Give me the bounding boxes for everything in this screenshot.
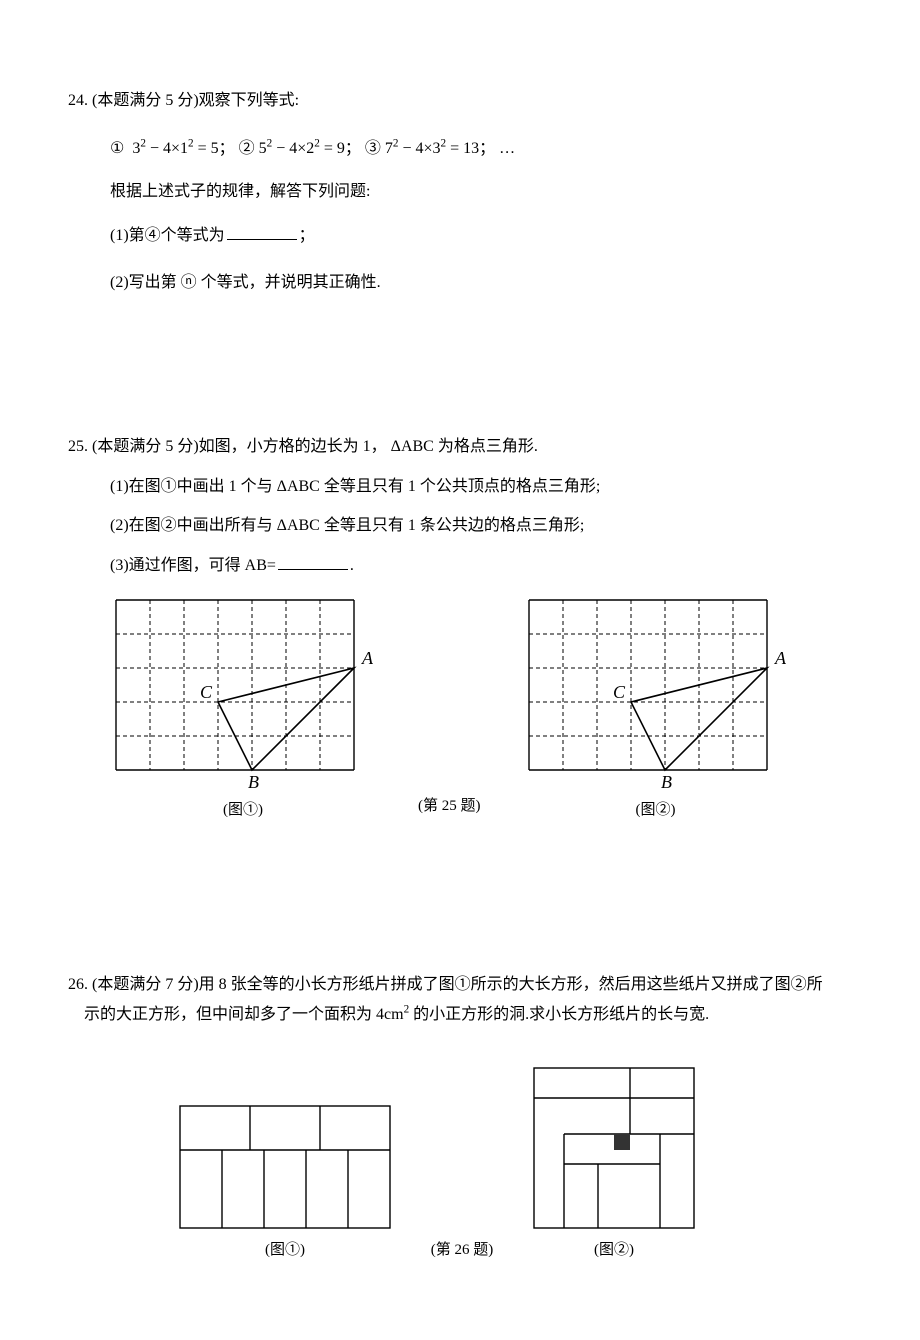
q25-part1: (1)在图①中画出 1 个与 ΔABC 全等且只有 1 个公共顶点的格点三角形; bbox=[68, 474, 860, 500]
q25-number: 25. bbox=[68, 438, 88, 455]
q26-header: 26. (本题满分 7 分)用 8 张全等的小长方形纸片拼成了图①所示的大长方形… bbox=[68, 970, 860, 1029]
q26-cap-left: (图①) bbox=[178, 1238, 392, 1262]
q24-number: 24. bbox=[68, 92, 88, 109]
q25-part3: (3)通过作图，可得 AB=. bbox=[68, 553, 860, 579]
q25-part3-before: (3)通过作图，可得 AB= bbox=[110, 557, 276, 574]
grid-triangle-svg-1: A B C bbox=[108, 592, 378, 792]
q26-captions: (图①) (第 26 题) (图②) bbox=[68, 1238, 860, 1262]
q26-fig2-col bbox=[532, 1066, 696, 1230]
q26-fig1-col bbox=[178, 1104, 392, 1230]
q25-caption-left: (图①) bbox=[223, 798, 263, 822]
q24-part1: (1)第④个等式为 ； bbox=[68, 223, 860, 249]
q25-caption-right: (图②) bbox=[636, 798, 676, 822]
q26-cap-mid: (第 26 题) bbox=[392, 1238, 532, 1262]
q24-rule: 根据上述式子的规律，解答下列问题: bbox=[68, 179, 860, 205]
q24-header-text: (本题满分 5 分)观察下列等式: bbox=[92, 92, 299, 109]
svg-text:A: A bbox=[361, 648, 374, 668]
q24-part1-before: (1)第④个等式为 bbox=[110, 227, 225, 244]
q26-fig1 bbox=[178, 1104, 392, 1230]
grid-triangle-svg-2: A B C bbox=[521, 592, 791, 792]
q24-part2: (2)写出第 ⓝ 个等式，并说明其正确性. bbox=[68, 270, 860, 296]
q25-figures: A B C (图①) (第 25 题) A B C (图②) bbox=[68, 592, 860, 822]
q25-fig-right: A B C (图②) bbox=[521, 592, 791, 822]
svg-text:C: C bbox=[200, 682, 213, 702]
q26-number: 26. bbox=[68, 976, 88, 993]
spacer bbox=[68, 860, 860, 970]
problem-26: 26. (本题满分 7 分)用 8 张全等的小长方形纸片拼成了图①所示的大长方形… bbox=[68, 970, 860, 1261]
q26-header-text: (本题满分 7 分)用 8 张全等的小长方形纸片拼成了图①所示的大长方形，然后用… bbox=[68, 976, 823, 1023]
blank-line bbox=[278, 553, 348, 570]
svg-text:B: B bbox=[661, 772, 672, 792]
spacer bbox=[68, 334, 860, 434]
q26-figures bbox=[68, 1066, 860, 1230]
q25-fig-left: A B C (图①) bbox=[108, 592, 378, 822]
q26-fig2 bbox=[532, 1066, 696, 1230]
svg-text:B: B bbox=[248, 772, 259, 792]
q25-part2: (2)在图②中画出所有与 ΔABC 全等且只有 1 条公共边的格点三角形; bbox=[68, 513, 860, 539]
q25-caption-mid: (第 25 题) bbox=[418, 794, 481, 822]
svg-text:A: A bbox=[774, 648, 787, 668]
blank-line bbox=[227, 223, 297, 240]
problem-24: 24. (本题满分 5 分)观察下列等式: ① 32 − 4×12 = 5； ②… bbox=[68, 88, 860, 296]
q25-header: 25. (本题满分 5 分)如图，小方格的边长为 1， ΔABC 为格点三角形. bbox=[68, 434, 860, 460]
q24-part1-after: ； bbox=[299, 227, 315, 244]
q24-equations: ① 32 − 4×12 = 5； ② 52 − 4×22 = 9； ③ 72 −… bbox=[68, 136, 860, 162]
q25-part3-after: . bbox=[350, 557, 354, 574]
q24-header: 24. (本题满分 5 分)观察下列等式: bbox=[68, 88, 860, 114]
svg-text:C: C bbox=[613, 682, 626, 702]
problem-25: 25. (本题满分 5 分)如图，小方格的边长为 1， ΔABC 为格点三角形.… bbox=[68, 434, 860, 822]
page-content: 24. (本题满分 5 分)观察下列等式: ① 32 − 4×12 = 5； ②… bbox=[0, 0, 920, 1340]
q26-cap-right: (图②) bbox=[532, 1238, 696, 1262]
q25-header-text: (本题满分 5 分)如图，小方格的边长为 1， ΔABC 为格点三角形. bbox=[92, 438, 538, 455]
